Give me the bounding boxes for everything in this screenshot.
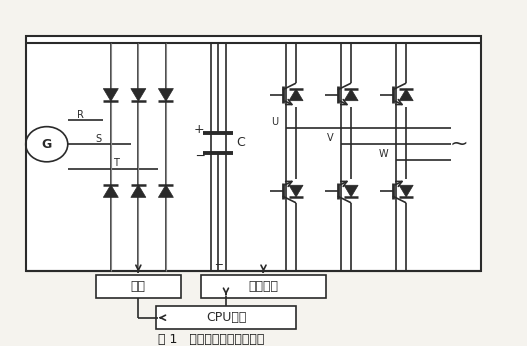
Text: 隔离驱动: 隔离驱动	[249, 280, 278, 293]
Bar	[156, 306, 296, 329]
Polygon shape	[131, 185, 146, 197]
Text: C: C	[237, 136, 246, 149]
Text: S: S	[95, 134, 101, 144]
Polygon shape	[399, 185, 413, 197]
Polygon shape	[131, 89, 146, 101]
Polygon shape	[289, 185, 303, 197]
Polygon shape	[159, 185, 173, 197]
Text: U: U	[271, 117, 278, 127]
Text: W: W	[379, 149, 388, 159]
Bar	[201, 275, 326, 298]
Text: ~: ~	[450, 134, 468, 154]
Polygon shape	[344, 185, 358, 197]
Polygon shape	[289, 89, 303, 101]
Text: T: T	[113, 158, 119, 168]
Text: G: G	[42, 138, 52, 151]
Text: ─: ─	[196, 150, 203, 163]
Polygon shape	[159, 89, 173, 101]
Polygon shape	[399, 89, 413, 101]
Bar	[26, 36, 481, 271]
Bar	[96, 275, 181, 298]
Text: R: R	[77, 110, 84, 119]
Polygon shape	[344, 89, 358, 101]
Text: CPU控制: CPU控制	[206, 311, 246, 324]
Text: +: +	[194, 123, 204, 136]
Text: ─: ─	[215, 260, 222, 269]
Text: 保护: 保护	[131, 280, 146, 293]
Polygon shape	[103, 89, 119, 101]
Text: V: V	[327, 133, 334, 143]
Text: 图 1   交一直一交变频器框图: 图 1 交一直一交变频器框图	[158, 333, 264, 346]
Polygon shape	[103, 185, 119, 197]
